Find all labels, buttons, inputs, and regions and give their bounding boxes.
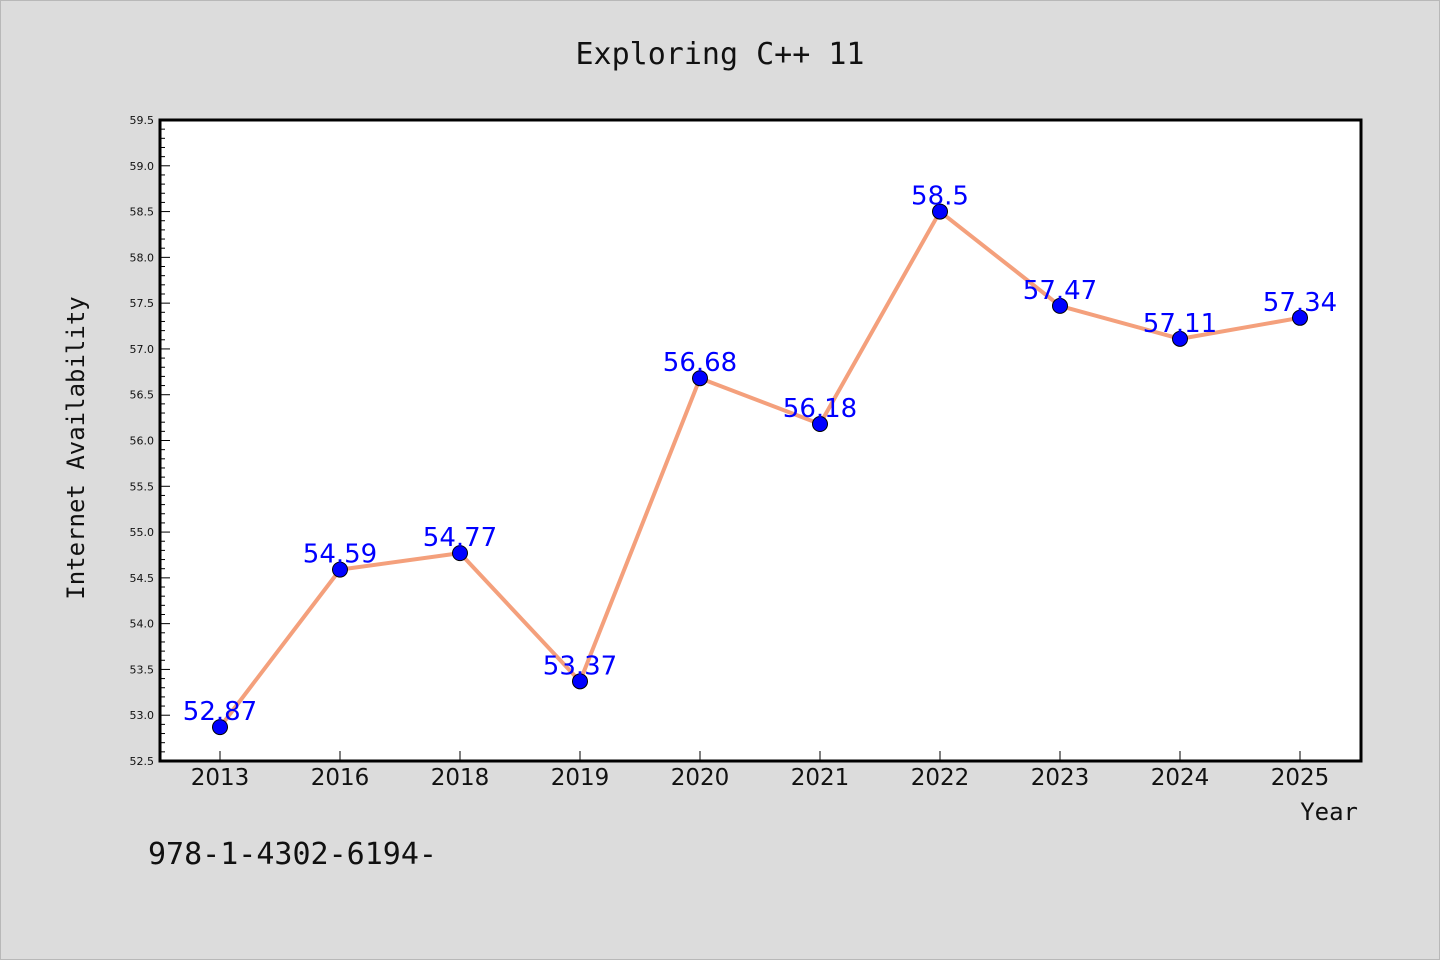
y-axis: 52.5 53.0 53.5 54.0 54.5 55.0 55.5 56.0 56.5 57.0… <box>130 114 170 768</box>
x-tick-label: 2019 <box>551 765 610 791</box>
data-point <box>1292 309 1308 326</box>
data-point <box>452 545 468 562</box>
data-label: 54.59 <box>303 540 377 570</box>
x-tick-label: 2018 <box>431 765 490 791</box>
data-label: 57.34 <box>1263 288 1337 318</box>
data-label: 58.5 <box>911 182 969 212</box>
data-label: 56.68 <box>663 348 737 378</box>
x-tick-label: 2021 <box>791 765 850 791</box>
y-tick-label: 57.5 <box>130 297 155 310</box>
data-label: 57.11 <box>1143 309 1217 339</box>
series-line <box>218 209 1301 729</box>
y-tick-label: 52.5 <box>130 755 155 768</box>
data-label-group: 52.87 54.59 54.77 53.37 56.68 56.18 58.5 57.47 5… <box>183 182 1337 728</box>
data-point <box>212 719 228 736</box>
chart-title: Exploring C++ 11 <box>576 37 865 72</box>
y-tick-label: 58.0 <box>130 251 155 264</box>
y-tick-label: 55.5 <box>130 480 155 493</box>
data-point <box>812 416 828 433</box>
plot-area <box>158 118 1363 763</box>
data-label: 52.87 <box>183 697 257 727</box>
x-tick-label: 2023 <box>1031 765 1090 791</box>
y-tick-label: 55.0 <box>130 526 155 539</box>
data-point <box>1052 297 1068 314</box>
y-tick-label: 59.5 <box>130 114 155 127</box>
y-axis-label: Internet Availability <box>62 296 90 599</box>
y-tick-label: 53.0 <box>130 709 155 722</box>
data-point <box>572 673 588 690</box>
x-tick-label: 2013 <box>191 765 250 791</box>
x-tick-label: 2025 <box>1271 765 1330 791</box>
y-tick-label: 57.0 <box>130 343 155 356</box>
data-label: 57.47 <box>1023 276 1097 306</box>
y-tick-label: 59.0 <box>130 160 155 173</box>
x-tick-label: 2024 <box>1151 765 1210 791</box>
x-axis: 2013 2016 2018 2019 2020 2021 2022 2023 2024 2025 <box>191 751 1330 791</box>
data-point <box>332 561 348 578</box>
footer-text: 978-1-4302-6194- <box>148 837 437 872</box>
y-tick-label: 56.5 <box>130 389 155 402</box>
x-tick-label: 2016 <box>311 765 370 791</box>
x-tick-label: 2022 <box>911 765 970 791</box>
y-tick-label: 58.5 <box>130 206 155 219</box>
y-tick-label: 53.5 <box>130 663 155 676</box>
y-tick-label: 54.5 <box>130 572 155 585</box>
y-tick-label: 54.0 <box>130 618 155 631</box>
data-label: 53.37 <box>543 651 617 681</box>
data-label: 54.77 <box>423 523 497 553</box>
series-line-group <box>212 203 1308 736</box>
data-point <box>692 370 708 387</box>
data-label: 56.18 <box>783 394 857 424</box>
data-point <box>932 203 948 220</box>
y-tick-label: 56.0 <box>130 435 155 448</box>
x-axis-label: Year <box>1300 798 1358 826</box>
x-tick-label: 2020 <box>671 765 730 791</box>
data-point <box>1172 330 1188 347</box>
